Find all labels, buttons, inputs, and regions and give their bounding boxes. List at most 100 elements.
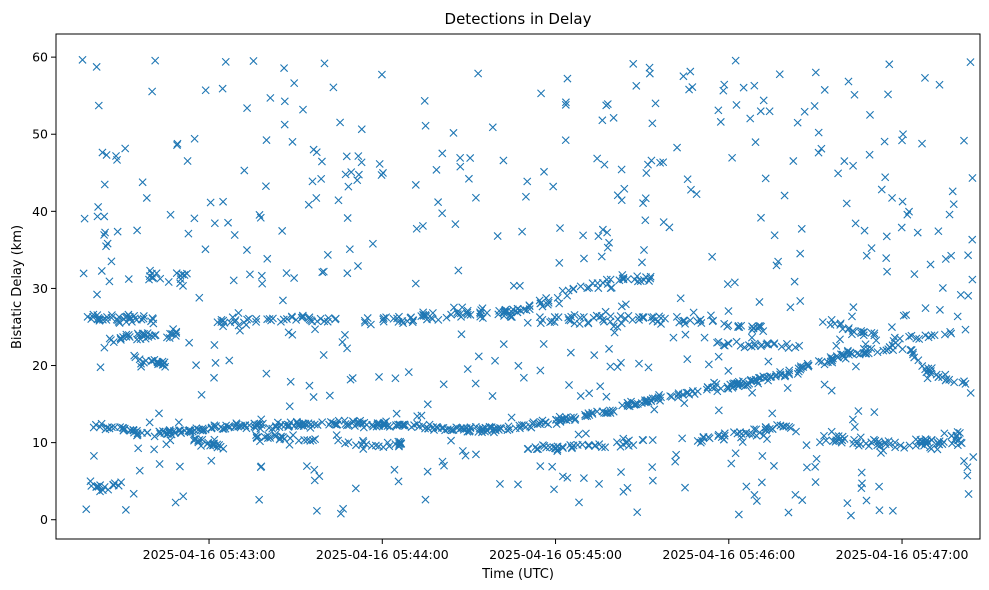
detection-point [920, 441, 929, 450]
detection-point [634, 359, 643, 368]
detection-point [723, 322, 732, 331]
detection-point [837, 438, 846, 447]
detection-point [298, 311, 307, 320]
detection-point [938, 283, 947, 292]
detection-point [288, 137, 297, 146]
detection-point [290, 274, 299, 283]
detection-point [903, 210, 912, 219]
detection-point [750, 490, 759, 499]
detection-point [930, 331, 939, 340]
detection-point [474, 69, 483, 78]
detection-point [184, 229, 193, 238]
detection-point [354, 152, 363, 161]
detection-point [219, 316, 228, 325]
detection-point [585, 389, 594, 398]
detection-point [544, 298, 553, 307]
detection-point [628, 315, 637, 324]
detection-point [639, 313, 648, 322]
detection-point [343, 269, 352, 278]
detection-point [597, 252, 606, 261]
detection-point [749, 376, 758, 385]
detection-point [169, 325, 178, 334]
detection-point [651, 99, 660, 108]
detection-point [714, 406, 723, 415]
detection-point [320, 59, 329, 68]
detection-point [612, 438, 621, 447]
detection-point [794, 364, 803, 373]
detection-point [757, 478, 766, 487]
detection-point [706, 311, 715, 320]
detection-point [648, 119, 657, 128]
detection-point [404, 368, 413, 377]
detection-point [771, 372, 780, 381]
detection-point [265, 314, 274, 323]
detection-point [648, 463, 657, 472]
detection-point [342, 152, 351, 161]
detection-point [811, 478, 820, 487]
detection-point [832, 341, 841, 350]
detection-point [395, 439, 404, 448]
detection-point [581, 412, 590, 421]
detection-point [154, 409, 163, 418]
detection-point [101, 425, 110, 434]
detection-point [156, 429, 165, 438]
detection-point [780, 372, 789, 381]
detection-point [601, 408, 610, 417]
detection-point [579, 254, 588, 263]
detection-point [100, 230, 109, 239]
detection-point [964, 291, 973, 300]
detection-point [618, 401, 627, 410]
detection-point [784, 508, 793, 517]
detection-point [284, 328, 293, 337]
detection-point [927, 364, 936, 373]
detection-point [820, 431, 828, 440]
detection-point [286, 434, 295, 443]
detection-point [312, 506, 321, 515]
detection-point [290, 79, 299, 88]
detection-point [100, 212, 109, 221]
detection-point [719, 435, 728, 444]
detection-point [732, 337, 741, 346]
detection-point [873, 441, 882, 450]
detection-point [449, 303, 458, 312]
detection-point [509, 281, 518, 290]
detection-point [952, 431, 961, 440]
detection-point [798, 496, 807, 505]
detection-point [528, 419, 537, 428]
detection-point [596, 382, 605, 391]
detection-point [466, 423, 475, 432]
detection-point [620, 184, 629, 193]
detection-point [761, 174, 770, 183]
detection-point [941, 255, 950, 263]
detection-point [657, 314, 665, 323]
detection-point [542, 443, 551, 452]
detection-point [298, 419, 307, 428]
detection-point [399, 319, 408, 328]
detection-point [589, 313, 598, 322]
detection-point [731, 449, 740, 458]
detection-point [602, 101, 611, 110]
detection-point [665, 223, 674, 232]
detection-point [280, 97, 289, 106]
detection-point [896, 441, 905, 450]
detection-point [759, 372, 768, 381]
detection-point [703, 383, 712, 392]
detection-point [536, 420, 545, 429]
detection-point [359, 444, 368, 453]
detection-point [897, 223, 906, 232]
detection-point [102, 242, 111, 251]
detection-point [78, 55, 87, 64]
detection-point [847, 312, 856, 321]
detection-point [581, 429, 590, 438]
detection-point [211, 358, 220, 367]
detection-point [346, 375, 355, 384]
detection-point [877, 185, 886, 194]
detection-point [862, 496, 871, 505]
detection-point [439, 380, 448, 389]
detection-point [742, 482, 751, 491]
detection-point [750, 339, 759, 348]
detection-point [598, 116, 607, 125]
detection-point [748, 322, 757, 331]
detection-point [566, 348, 575, 357]
detection-point [407, 423, 416, 432]
